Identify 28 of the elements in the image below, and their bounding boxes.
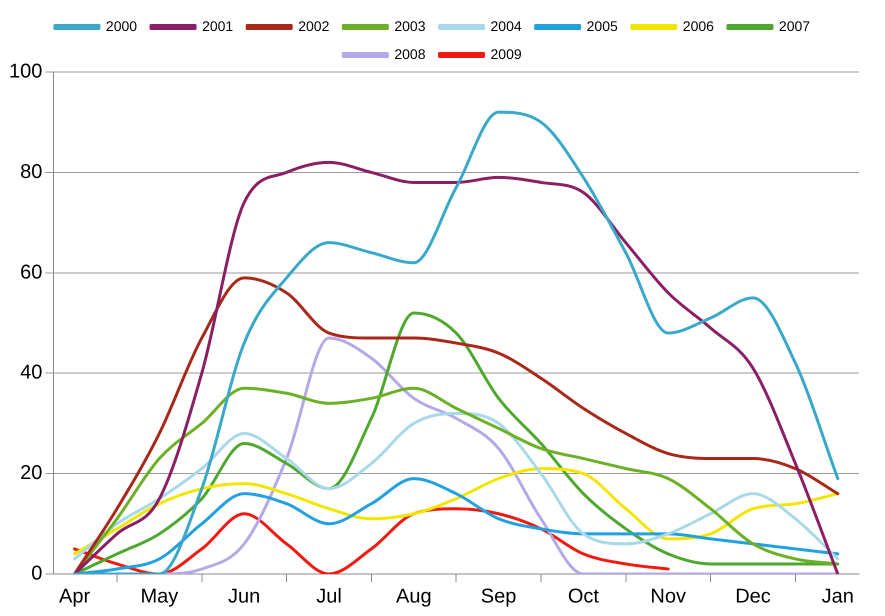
y-tick-label: 40 bbox=[20, 362, 42, 384]
x-tick-label: Sep bbox=[480, 586, 516, 608]
legend-label: 2009 bbox=[490, 46, 522, 62]
y-tick-label: 80 bbox=[20, 160, 42, 183]
legend-label: 2006 bbox=[682, 18, 714, 34]
legend-label: 2008 bbox=[394, 46, 426, 62]
y-tick-label: 100 bbox=[8, 60, 42, 83]
y-tick-label: 20 bbox=[20, 462, 42, 484]
x-tick-label: May bbox=[140, 586, 178, 608]
x-tick-label: Jan bbox=[822, 586, 854, 608]
legend-label: 2007 bbox=[778, 18, 810, 34]
y-tick-label: 60 bbox=[20, 261, 42, 284]
x-tick-label: Nov bbox=[650, 586, 686, 608]
legend-label: 2002 bbox=[298, 18, 330, 34]
x-tick-label: Jun bbox=[228, 586, 260, 608]
x-tick-label: Apr bbox=[59, 586, 90, 608]
legend-label: 2001 bbox=[202, 18, 234, 34]
legend-label: 2003 bbox=[394, 18, 426, 34]
x-tick-label: Oct bbox=[568, 586, 600, 608]
legend-label: 2005 bbox=[586, 18, 618, 34]
y-tick-label: 0 bbox=[31, 562, 42, 585]
x-tick-label: Aug bbox=[396, 586, 432, 608]
x-tick-label: Dec bbox=[735, 586, 771, 608]
legend-label: 2004 bbox=[490, 18, 522, 34]
line-series bbox=[73, 412, 840, 560]
x-tick-label: Jul bbox=[316, 586, 342, 608]
line-series bbox=[73, 467, 840, 556]
legend-label: 2000 bbox=[106, 18, 138, 34]
